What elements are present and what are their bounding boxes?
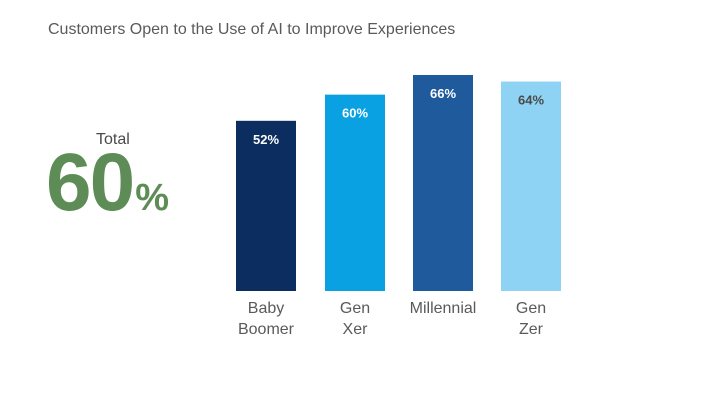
- bar-value-label: 52%: [253, 132, 279, 147]
- bar: [325, 94, 385, 292]
- category-label: Zer: [519, 321, 544, 338]
- category-label: Boomer: [238, 321, 295, 338]
- category-label: Gen: [340, 300, 370, 317]
- category-label: Baby: [248, 300, 284, 317]
- total-value: 60%: [46, 142, 169, 224]
- category-label: Millennial: [410, 300, 477, 317]
- bar-value-label: 60%: [342, 106, 368, 121]
- total-label: Total: [96, 131, 130, 148]
- category-label: Gen: [516, 300, 546, 317]
- chart-title: Customers Open to the Use of AI to Impro…: [48, 21, 456, 38]
- bar-value-label: 66%: [430, 86, 456, 101]
- bar: [413, 75, 473, 291]
- category-label: Xer: [343, 321, 369, 338]
- bar-value-label: 64%: [518, 93, 544, 108]
- total-number: 60: [46, 137, 135, 228]
- total-unit: %: [135, 177, 170, 219]
- bar: [236, 120, 296, 292]
- bar: [501, 81, 561, 291]
